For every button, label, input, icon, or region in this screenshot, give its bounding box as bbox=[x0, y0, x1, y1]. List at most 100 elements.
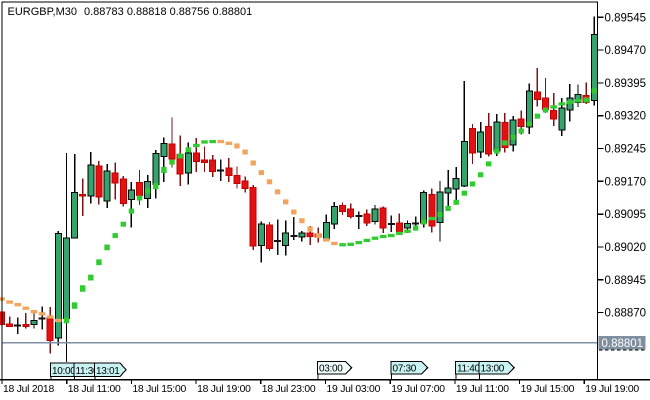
ma-dash-orange bbox=[323, 238, 330, 242]
ma-dash-orange bbox=[258, 170, 265, 176]
ma-dash-green bbox=[477, 172, 484, 178]
ma-dash-green bbox=[201, 140, 208, 144]
candle-body bbox=[225, 167, 233, 177]
chart-title-ohlc: 0.88783 0.88818 0.88756 0.88801 bbox=[84, 6, 252, 18]
ma-dash-green bbox=[437, 212, 443, 218]
ma-dash-green bbox=[445, 205, 451, 211]
ma-dash-green bbox=[371, 236, 379, 240]
ma-dash-green bbox=[518, 128, 524, 134]
candle-body bbox=[79, 193, 87, 197]
time-label: 18 Jul 11:00 bbox=[68, 384, 121, 395]
price-label: 0.89020 bbox=[605, 242, 647, 254]
candle-body bbox=[306, 232, 314, 237]
candle-body bbox=[233, 175, 241, 185]
candle-body bbox=[436, 191, 444, 223]
ma-dash-green bbox=[428, 216, 436, 221]
ma-dash-orange bbox=[46, 315, 54, 319]
ma-dash-green bbox=[469, 181, 476, 187]
ma-dash-orange bbox=[299, 218, 305, 224]
candle-body bbox=[87, 164, 95, 197]
price-label: 0.89470 bbox=[605, 45, 647, 57]
candle-body bbox=[103, 170, 111, 202]
candle-body bbox=[249, 186, 257, 247]
ma-dash-green bbox=[461, 190, 468, 196]
candle-body bbox=[452, 177, 460, 190]
candle-body bbox=[428, 193, 436, 227]
ma-dash-green bbox=[71, 302, 78, 309]
time-flag-textbox: 03:00 bbox=[319, 364, 344, 375]
ma-dash-green bbox=[193, 143, 200, 148]
price-label: 0.89545 bbox=[605, 12, 647, 24]
ma-dash-green bbox=[421, 219, 427, 225]
candle-body bbox=[95, 165, 103, 198]
price-label: 0.89095 bbox=[605, 209, 647, 221]
price-label: 0.89170 bbox=[605, 176, 647, 188]
time-label: 19 Jul 03:00 bbox=[327, 384, 381, 395]
price-label: 0.89245 bbox=[605, 144, 647, 156]
time-flag-textbox: 11:40 bbox=[457, 364, 481, 375]
ma-dash-green bbox=[379, 234, 387, 239]
time-flag[interactable] bbox=[316, 360, 353, 375]
ma-dash-orange bbox=[266, 179, 273, 185]
ma-dash-green bbox=[453, 199, 459, 205]
candle-body bbox=[525, 90, 533, 128]
candle-body bbox=[404, 222, 411, 229]
time-flag-textbox: 10:00 bbox=[52, 366, 76, 377]
time-flag-label: 11:40 bbox=[457, 364, 481, 375]
candle-body bbox=[184, 152, 192, 174]
ma-dash-orange bbox=[315, 233, 321, 239]
ma-dash-green bbox=[88, 274, 94, 281]
time-flag[interactable] bbox=[390, 360, 429, 375]
ma-dash-green bbox=[591, 88, 597, 94]
candle-body bbox=[168, 143, 176, 160]
candle-body bbox=[119, 178, 127, 205]
ma-dash-green bbox=[161, 166, 167, 174]
candle-body bbox=[192, 152, 200, 163]
ma-dash-green bbox=[404, 229, 411, 233]
candle-body bbox=[493, 121, 501, 152]
candle-body bbox=[444, 187, 452, 194]
time-flag[interactable] bbox=[478, 360, 515, 375]
time-label: 18 Jul 2018 bbox=[3, 384, 54, 395]
time-label: 19 Jul 15:00 bbox=[521, 384, 575, 395]
time-label: 18 Jul 23:00 bbox=[262, 384, 316, 395]
time-label: 19 Jul 11:00 bbox=[456, 384, 509, 395]
candle-body bbox=[468, 127, 476, 154]
candle-body bbox=[533, 91, 541, 101]
time-label: 19 Jul 19:00 bbox=[585, 384, 639, 395]
ma-dash-green bbox=[542, 107, 549, 113]
time-flag-textbox: 13:00 bbox=[481, 364, 506, 374]
time-flag[interactable] bbox=[93, 362, 127, 378]
time-label: 18 Jul 19:00 bbox=[197, 384, 251, 395]
ma-dash-green bbox=[144, 188, 151, 194]
candle-body bbox=[566, 97, 574, 111]
ma-dash-green bbox=[387, 233, 395, 238]
candle-body bbox=[574, 93, 582, 104]
ma-dash-orange bbox=[331, 241, 338, 246]
candle-body bbox=[282, 232, 290, 247]
price-label: 0.88870 bbox=[605, 308, 647, 320]
candle-body bbox=[501, 122, 509, 149]
bid-price-box bbox=[598, 335, 646, 350]
candle-body bbox=[550, 109, 558, 120]
time-label: 18 Jul 15:00 bbox=[132, 384, 186, 395]
ma-dash-orange bbox=[30, 310, 38, 314]
candle-body bbox=[371, 208, 379, 223]
ma-dash-green bbox=[112, 233, 118, 239]
candle-body bbox=[241, 180, 249, 189]
ma-dash-green bbox=[185, 147, 191, 153]
candle-body bbox=[339, 204, 347, 213]
chart-title: EURGBP,M30 0.88783 0.88818 0.88756 0.8880… bbox=[8, 6, 253, 18]
time-flag-label: 07:30 bbox=[393, 364, 417, 375]
ma-dash-orange bbox=[250, 160, 256, 166]
ma-dash-green bbox=[63, 317, 70, 324]
time-flag-label: 10:00 bbox=[52, 366, 76, 377]
time-label: 19 Jul 07:00 bbox=[391, 384, 445, 395]
ma-dash-green bbox=[355, 240, 363, 245]
candle-body bbox=[136, 182, 144, 196]
ma-dash-green bbox=[209, 139, 216, 144]
ma-dash-orange bbox=[283, 199, 289, 205]
time-flag-label: 03:00 bbox=[319, 364, 343, 375]
bid-price-label: 0.88801 bbox=[602, 338, 644, 350]
